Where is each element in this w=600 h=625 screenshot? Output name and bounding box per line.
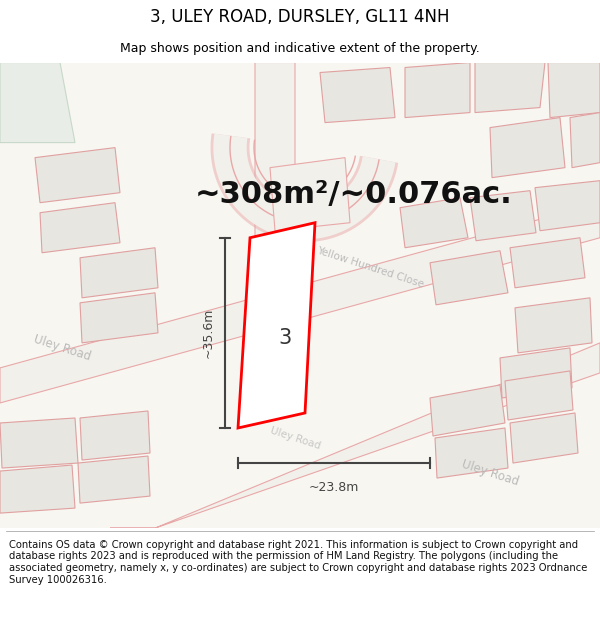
Text: Uley Road: Uley Road — [269, 425, 322, 451]
Polygon shape — [80, 411, 150, 460]
Polygon shape — [430, 251, 508, 305]
Polygon shape — [490, 118, 565, 178]
Polygon shape — [80, 248, 158, 298]
Polygon shape — [255, 62, 295, 238]
Polygon shape — [515, 298, 592, 353]
Polygon shape — [40, 202, 120, 252]
Polygon shape — [430, 385, 505, 436]
Text: 3: 3 — [278, 328, 292, 348]
Text: ~308m²/~0.076ac.: ~308m²/~0.076ac. — [195, 180, 513, 209]
Polygon shape — [405, 62, 470, 118]
Text: 3, ULEY ROAD, DURSLEY, GL11 4NH: 3, ULEY ROAD, DURSLEY, GL11 4NH — [150, 9, 450, 26]
Polygon shape — [548, 62, 600, 118]
Polygon shape — [78, 456, 150, 503]
Text: Contains OS data © Crown copyright and database right 2021. This information is : Contains OS data © Crown copyright and d… — [9, 540, 587, 584]
Text: Map shows position and indicative extent of the property.: Map shows position and indicative extent… — [120, 42, 480, 55]
Polygon shape — [0, 62, 75, 142]
Polygon shape — [510, 413, 578, 463]
Text: Uley Road: Uley Road — [32, 332, 92, 363]
Polygon shape — [475, 62, 545, 112]
Polygon shape — [0, 418, 78, 468]
Polygon shape — [238, 222, 315, 428]
Polygon shape — [35, 148, 120, 202]
Polygon shape — [470, 191, 536, 241]
Text: Uley Road: Uley Road — [460, 458, 520, 488]
Polygon shape — [400, 198, 468, 248]
Polygon shape — [570, 112, 600, 168]
Polygon shape — [320, 68, 395, 122]
Text: ~23.8m: ~23.8m — [309, 481, 359, 494]
Polygon shape — [0, 465, 75, 513]
Polygon shape — [270, 158, 350, 231]
Polygon shape — [0, 202, 600, 403]
Polygon shape — [80, 292, 158, 343]
Polygon shape — [110, 343, 600, 528]
Polygon shape — [435, 428, 508, 478]
Polygon shape — [500, 348, 572, 398]
Text: ~35.6m: ~35.6m — [202, 308, 215, 358]
Polygon shape — [505, 371, 573, 420]
Polygon shape — [535, 181, 600, 231]
Polygon shape — [510, 238, 585, 288]
Text: Yellow Hundred Close: Yellow Hundred Close — [315, 246, 425, 290]
